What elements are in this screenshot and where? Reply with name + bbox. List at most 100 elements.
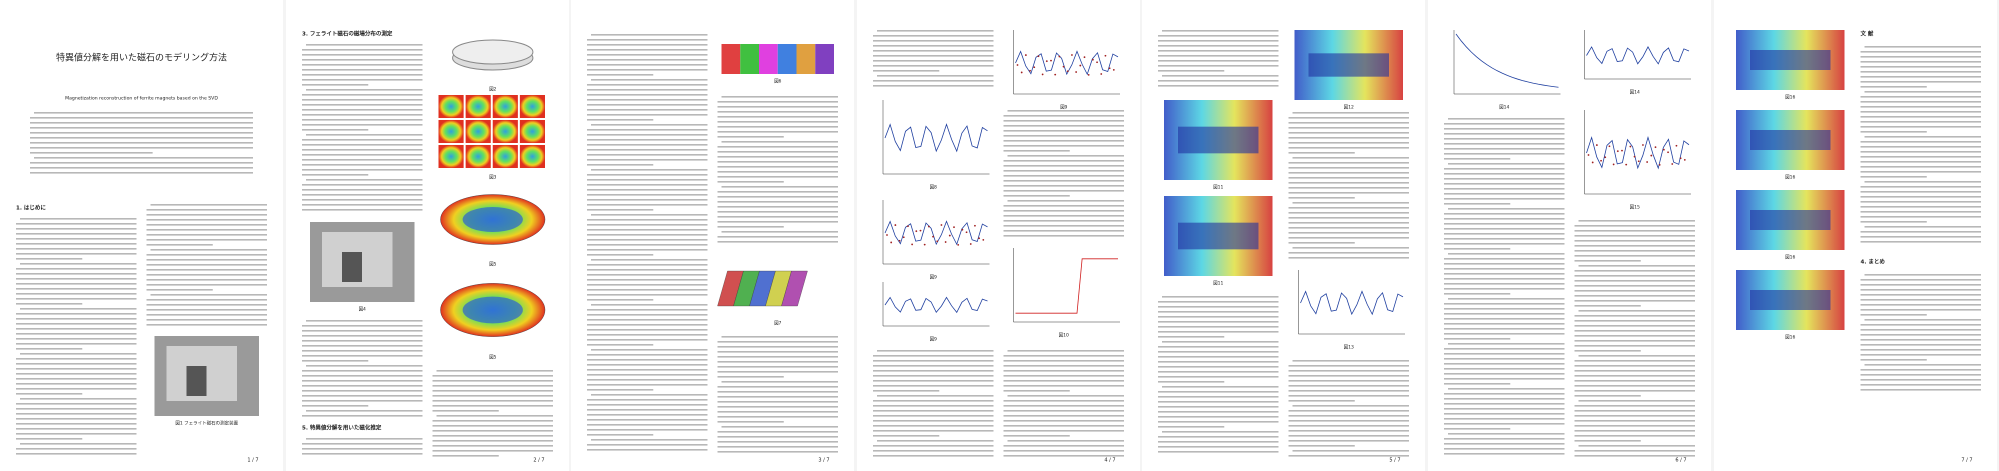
text-line	[1444, 273, 1565, 275]
heat-tile	[465, 145, 491, 168]
text-line	[1288, 147, 1410, 149]
text-line	[16, 223, 137, 225]
figure	[1735, 270, 1845, 330]
text-line	[872, 455, 994, 457]
text-line	[1158, 371, 1279, 373]
heat-tile	[519, 145, 545, 168]
marker	[919, 229, 922, 232]
text-line	[587, 44, 708, 46]
text-line	[301, 59, 423, 61]
figure	[451, 39, 534, 71]
figure	[1294, 30, 1404, 100]
text-line	[1444, 313, 1565, 315]
color-band	[777, 44, 797, 74]
text-line	[301, 330, 423, 332]
text-line	[1444, 123, 1565, 125]
text-line	[1444, 283, 1565, 285]
text-line	[1158, 311, 1279, 313]
text-line	[717, 376, 784, 378]
text-line	[301, 415, 423, 417]
text-line	[1444, 293, 1511, 295]
marker	[1654, 146, 1657, 149]
figure	[882, 200, 990, 265]
marker	[1662, 148, 1665, 151]
text-line	[1864, 91, 1981, 93]
text-line	[587, 374, 708, 376]
marker	[1058, 55, 1061, 58]
text-line	[717, 166, 839, 168]
text-line	[1860, 309, 1981, 311]
text-line	[16, 233, 137, 235]
text-line	[1158, 451, 1279, 453]
text-line	[1158, 85, 1279, 87]
color-band	[815, 44, 835, 74]
text-line	[16, 288, 137, 290]
text-line	[587, 329, 708, 331]
text-line	[587, 449, 708, 451]
text-line	[432, 425, 553, 427]
text-line	[1860, 101, 1981, 103]
text-line	[721, 336, 839, 338]
text-line	[301, 99, 423, 101]
text-line	[1158, 356, 1279, 358]
text-line	[1003, 130, 1124, 132]
text-line	[1444, 408, 1565, 410]
text-line	[301, 79, 423, 81]
text-line	[1574, 290, 1695, 292]
surface	[462, 207, 523, 232]
text-line	[1860, 151, 1981, 153]
page-number: 7 / 7	[1961, 458, 1972, 464]
text-line	[1574, 255, 1695, 257]
surface	[462, 296, 523, 324]
text-line	[1860, 201, 1981, 203]
text-line	[587, 284, 708, 286]
text-line	[146, 264, 267, 266]
text-line	[587, 194, 708, 196]
text-line	[1003, 385, 1124, 387]
text-line	[1574, 380, 1695, 382]
text-line	[872, 420, 994, 422]
text-line	[872, 435, 940, 437]
text-line	[1860, 389, 1981, 391]
text-line	[717, 126, 839, 128]
paper-title: 特異値分解を用いた磁石のモデリング方法	[56, 52, 227, 64]
figure	[882, 100, 990, 175]
text-line	[1574, 335, 1695, 337]
text-line	[1860, 71, 1981, 73]
text-line	[301, 360, 368, 362]
curve	[1015, 258, 1118, 314]
text-line	[305, 44, 423, 46]
text-line	[1444, 143, 1565, 145]
marker	[1054, 73, 1056, 76]
marker	[957, 243, 959, 246]
text-line	[1003, 390, 1070, 392]
text-line	[872, 400, 994, 402]
text-line	[1288, 132, 1410, 134]
text-line	[16, 348, 83, 350]
text-line	[587, 159, 708, 161]
text-line	[717, 416, 839, 418]
text-line	[1578, 265, 1695, 267]
marker	[1667, 151, 1669, 154]
text-line	[1860, 339, 1981, 341]
text-line	[16, 423, 137, 425]
text-line	[1444, 368, 1565, 370]
text-line	[1860, 304, 1981, 306]
text-line	[20, 218, 137, 220]
text-line	[1003, 120, 1124, 122]
text-line	[1007, 440, 1124, 442]
text-line	[301, 94, 423, 96]
text-line	[1444, 358, 1565, 360]
heat-tile	[438, 120, 464, 143]
text-line	[1158, 40, 1279, 42]
text-line	[1158, 426, 1225, 428]
text-line	[1292, 360, 1410, 362]
figure-caption: 図1 フェライト磁石の測定装置	[175, 420, 238, 427]
text-line	[1292, 450, 1410, 452]
text-line	[1574, 405, 1695, 407]
text-line	[1860, 354, 1981, 356]
text-line	[1003, 160, 1124, 162]
text-line	[1003, 180, 1124, 182]
text-line	[717, 346, 839, 348]
text-line	[1003, 150, 1070, 152]
